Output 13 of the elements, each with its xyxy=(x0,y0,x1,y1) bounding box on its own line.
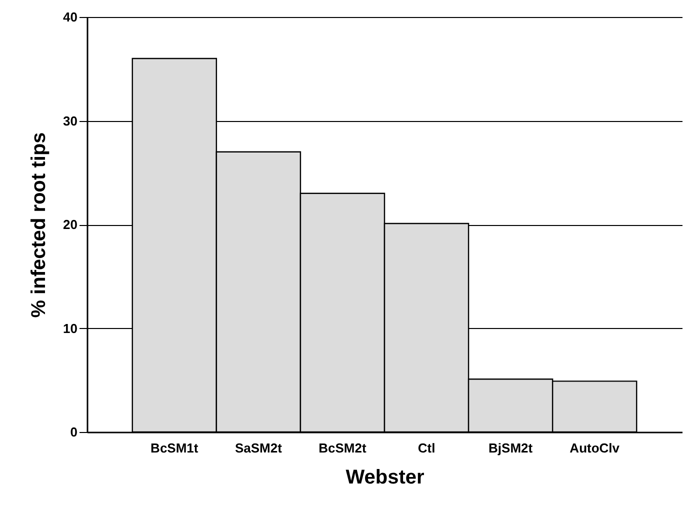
y-tick-label: 40 xyxy=(63,10,78,24)
y-tick-label: 10 xyxy=(63,320,78,336)
y-tick-label: 20 xyxy=(63,217,78,232)
y-tick-label: 30 xyxy=(63,113,78,128)
x-tick-label: AutoClv xyxy=(570,440,620,456)
x-tick-label: BcSM2t xyxy=(318,440,367,456)
x-tick-label: SaSM2t xyxy=(234,440,283,456)
x-axis-title: Webster xyxy=(346,466,424,488)
x-tick-label: Ctl xyxy=(418,440,436,456)
x-tick-label: BcSM1t xyxy=(150,440,199,456)
y-tick-label: 0 xyxy=(70,424,78,440)
x-tick-label: BjSM2t xyxy=(488,440,534,456)
y-axis-title: % infected root tips xyxy=(28,132,50,318)
